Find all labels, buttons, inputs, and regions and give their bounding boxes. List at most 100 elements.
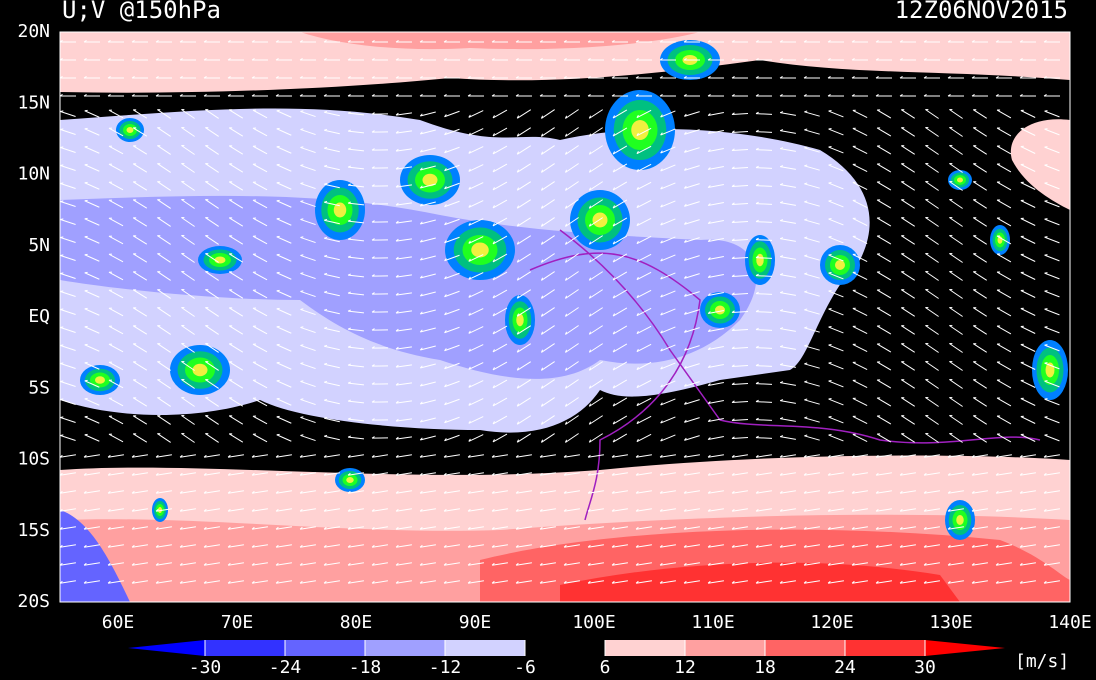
- wind-arrow: [132, 109, 148, 119]
- cloud: [631, 120, 649, 140]
- wind-arrow: [157, 253, 171, 263]
- wind-arrow: [419, 237, 436, 243]
- wind-arrow: [683, 111, 700, 117]
- wind-arrow: [875, 562, 892, 566]
- wind-arrow: [1044, 254, 1060, 262]
- wind-arrow: [996, 235, 1012, 245]
- wind-arrow: [588, 433, 603, 443]
- wind-arrow: [323, 544, 340, 548]
- wind-arrow: [157, 325, 171, 335]
- wind-arrow: [612, 415, 628, 425]
- wind-arrow: [612, 181, 628, 191]
- wind-arrow: [395, 562, 412, 566]
- wind-arrow: [636, 361, 652, 371]
- wind-arrow: [83, 508, 100, 512]
- wind-arrow: [539, 526, 556, 530]
- wind-arrow: [491, 454, 508, 458]
- wind-arrow: [539, 76, 556, 79]
- wind-arrow: [925, 162, 939, 173]
- wind-arrow: [299, 58, 316, 61]
- wind-arrow: [1044, 146, 1060, 154]
- wind-arrow: [971, 490, 988, 494]
- wind-arrow: [755, 472, 772, 476]
- wind-arrow: [516, 325, 532, 335]
- wind-arrow: [515, 562, 532, 566]
- wind-arrow: [444, 182, 460, 190]
- wind-arrow: [731, 112, 749, 116]
- wind-arrow: [131, 76, 148, 79]
- wind-arrow: [564, 379, 579, 389]
- wind-arrow: [995, 562, 1012, 566]
- wind-arrow: [925, 198, 939, 209]
- wind-arrow: [731, 382, 749, 386]
- wind-arrow: [540, 379, 555, 389]
- wind-arrow: [901, 235, 915, 245]
- wind-arrow: [276, 271, 292, 280]
- wind-arrow: [755, 435, 773, 439]
- wind-arrow: [300, 398, 316, 406]
- wind-arrow: [347, 399, 365, 404]
- wind-arrow: [949, 361, 963, 371]
- wind-arrow: [347, 363, 365, 368]
- wind-arrow: [371, 508, 388, 512]
- wind-arrow: [587, 472, 604, 476]
- wind-arrow: [851, 526, 868, 530]
- wind-arrow: [804, 128, 820, 135]
- wind-arrow: [205, 361, 219, 371]
- wind-arrow: [252, 433, 268, 443]
- wind-arrow: [755, 399, 773, 403]
- wind-arrow: [468, 200, 484, 208]
- wind-arrow: [925, 234, 939, 245]
- wind-arrow: [972, 433, 988, 443]
- wind-arrow: [205, 163, 219, 173]
- wind-arrow: [395, 364, 412, 368]
- wind-arrow: [203, 472, 220, 476]
- wind-arrow: [755, 147, 773, 151]
- wind-arrow: [852, 127, 868, 137]
- wind-arrow: [996, 127, 1012, 137]
- wind-arrow: [731, 256, 749, 260]
- wind-arrow: [540, 199, 555, 209]
- wind-arrow: [611, 490, 628, 494]
- wind-arrow: [492, 379, 508, 389]
- wind-arrow: [972, 181, 988, 191]
- wind-arrow: [947, 526, 964, 530]
- wind-arrow: [467, 76, 484, 79]
- lon-label: 110E: [691, 612, 734, 633]
- wind-arrow: [540, 271, 555, 281]
- wind-arrow: [324, 110, 340, 117]
- wind-arrow: [707, 472, 724, 476]
- wind-arrow: [876, 235, 892, 245]
- wind-arrow: [683, 219, 700, 225]
- wind-arrow: [636, 379, 652, 389]
- wind-arrow: [635, 454, 652, 458]
- wind-arrow: [563, 526, 580, 530]
- wind-arrow: [611, 508, 628, 512]
- wind-arrow: [228, 181, 244, 191]
- wind-arrow: [564, 145, 579, 155]
- wind-arrow: [60, 398, 76, 406]
- wind-arrow: [635, 508, 652, 512]
- wind-arrow: [371, 580, 388, 584]
- wind-arrow: [227, 544, 244, 548]
- wind-arrow: [276, 433, 292, 442]
- wind-arrow: [181, 144, 195, 155]
- wind-arrow: [779, 454, 796, 458]
- lat-label: 10N: [17, 164, 50, 185]
- wind-arrow: [972, 145, 988, 155]
- wind-arrow: [587, 562, 604, 566]
- wind-arrow: [299, 454, 316, 458]
- wind-arrow: [827, 508, 844, 512]
- wind-arrow: [588, 199, 603, 209]
- wind-arrow: [155, 526, 172, 530]
- wind-arrow: [132, 397, 148, 407]
- wind-arrow: [251, 76, 268, 79]
- wind-arrow: [83, 526, 100, 530]
- wind-arrow: [84, 397, 100, 406]
- wind-arrow: [491, 472, 508, 476]
- wind-arrow: [444, 398, 460, 406]
- wind-arrow: [371, 382, 389, 385]
- wind-arrow: [157, 181, 171, 191]
- wind-arrow: [972, 325, 988, 335]
- wind-arrow: [492, 289, 508, 299]
